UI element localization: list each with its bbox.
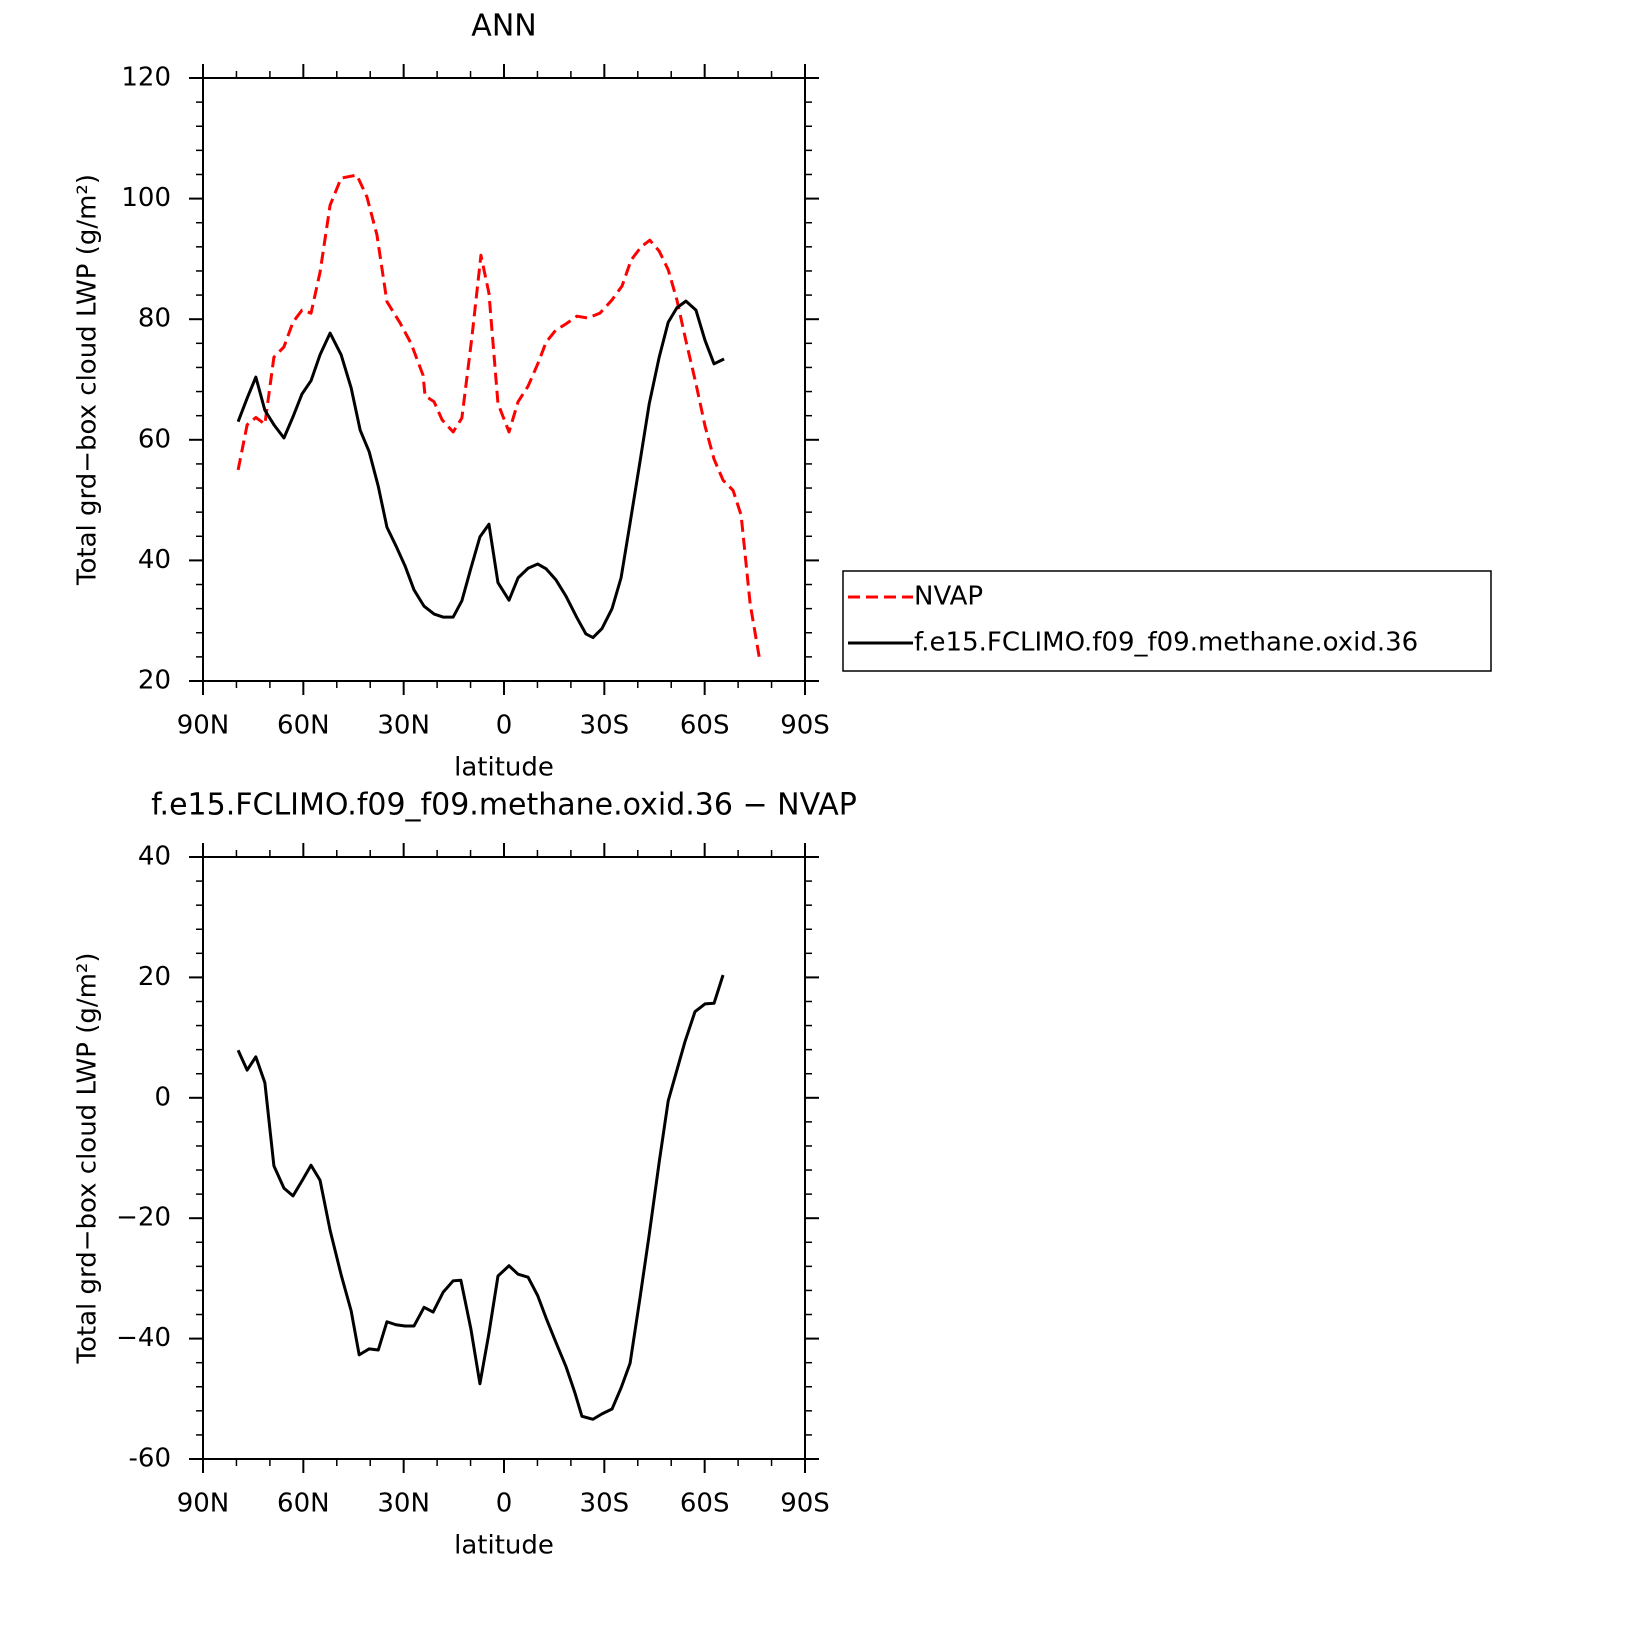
y-tick-label: -60 [129, 1444, 171, 1474]
x-tick-label: 60N [277, 1489, 330, 1519]
x-tick-label: 60S [680, 711, 730, 741]
legend: NVAP f.e15.FCLIMO.f09_f09.methane.oxid.36 [842, 570, 1492, 672]
x-tick-label: 0 [496, 711, 513, 741]
x-tick-label: 90N [177, 711, 230, 741]
x-tick-label: 90N [177, 1489, 230, 1519]
y-tick-label: 100 [121, 183, 171, 213]
x-tick-label: 30S [580, 711, 630, 741]
y-axis-label: Total grd−box cloud LWP (g/m²) [73, 953, 103, 1365]
data-line [236, 173, 761, 658]
x-tick-label: 30N [377, 711, 430, 741]
data-line [236, 974, 725, 1421]
x-tick-label: 60S [680, 1489, 730, 1519]
x-tick-label: 30S [580, 1489, 630, 1519]
data-line [236, 299, 725, 640]
y-tick-label: 80 [138, 304, 171, 334]
plot-frame [202, 856, 806, 1460]
x-tick-label: 90S [780, 711, 830, 741]
chart-title: ANN [471, 9, 536, 44]
x-tick-label: 60N [277, 711, 330, 741]
y-axis-label: Total grd−box cloud LWP (g/m²) [73, 174, 103, 586]
x-tick-label: 0 [496, 1489, 513, 1519]
y-tick-label: −20 [116, 1203, 171, 1233]
y-tick-label: 0 [154, 1082, 171, 1112]
y-tick-label: −40 [116, 1323, 171, 1353]
legend-label: f.e15.FCLIMO.f09_f09.methane.oxid.36 [914, 628, 1418, 658]
x-axis-label: latitude [454, 1531, 554, 1561]
y-tick-label: 20 [138, 962, 171, 992]
legend-label: NVAP [914, 582, 983, 612]
y-tick-label: 120 [121, 63, 171, 93]
y-tick-label: 40 [138, 842, 171, 872]
y-tick-label: 20 [138, 666, 171, 696]
y-tick-label: 60 [138, 424, 171, 454]
legend-box [842, 570, 1492, 672]
x-tick-label: 30N [377, 1489, 430, 1519]
x-tick-label: 90S [780, 1489, 830, 1519]
y-tick-label: 40 [138, 545, 171, 575]
x-axis-label: latitude [454, 753, 554, 783]
chart-title: f.e15.FCLIMO.f09_f09.methane.oxid.36 − N… [151, 788, 857, 823]
plot-frame [202, 77, 806, 682]
